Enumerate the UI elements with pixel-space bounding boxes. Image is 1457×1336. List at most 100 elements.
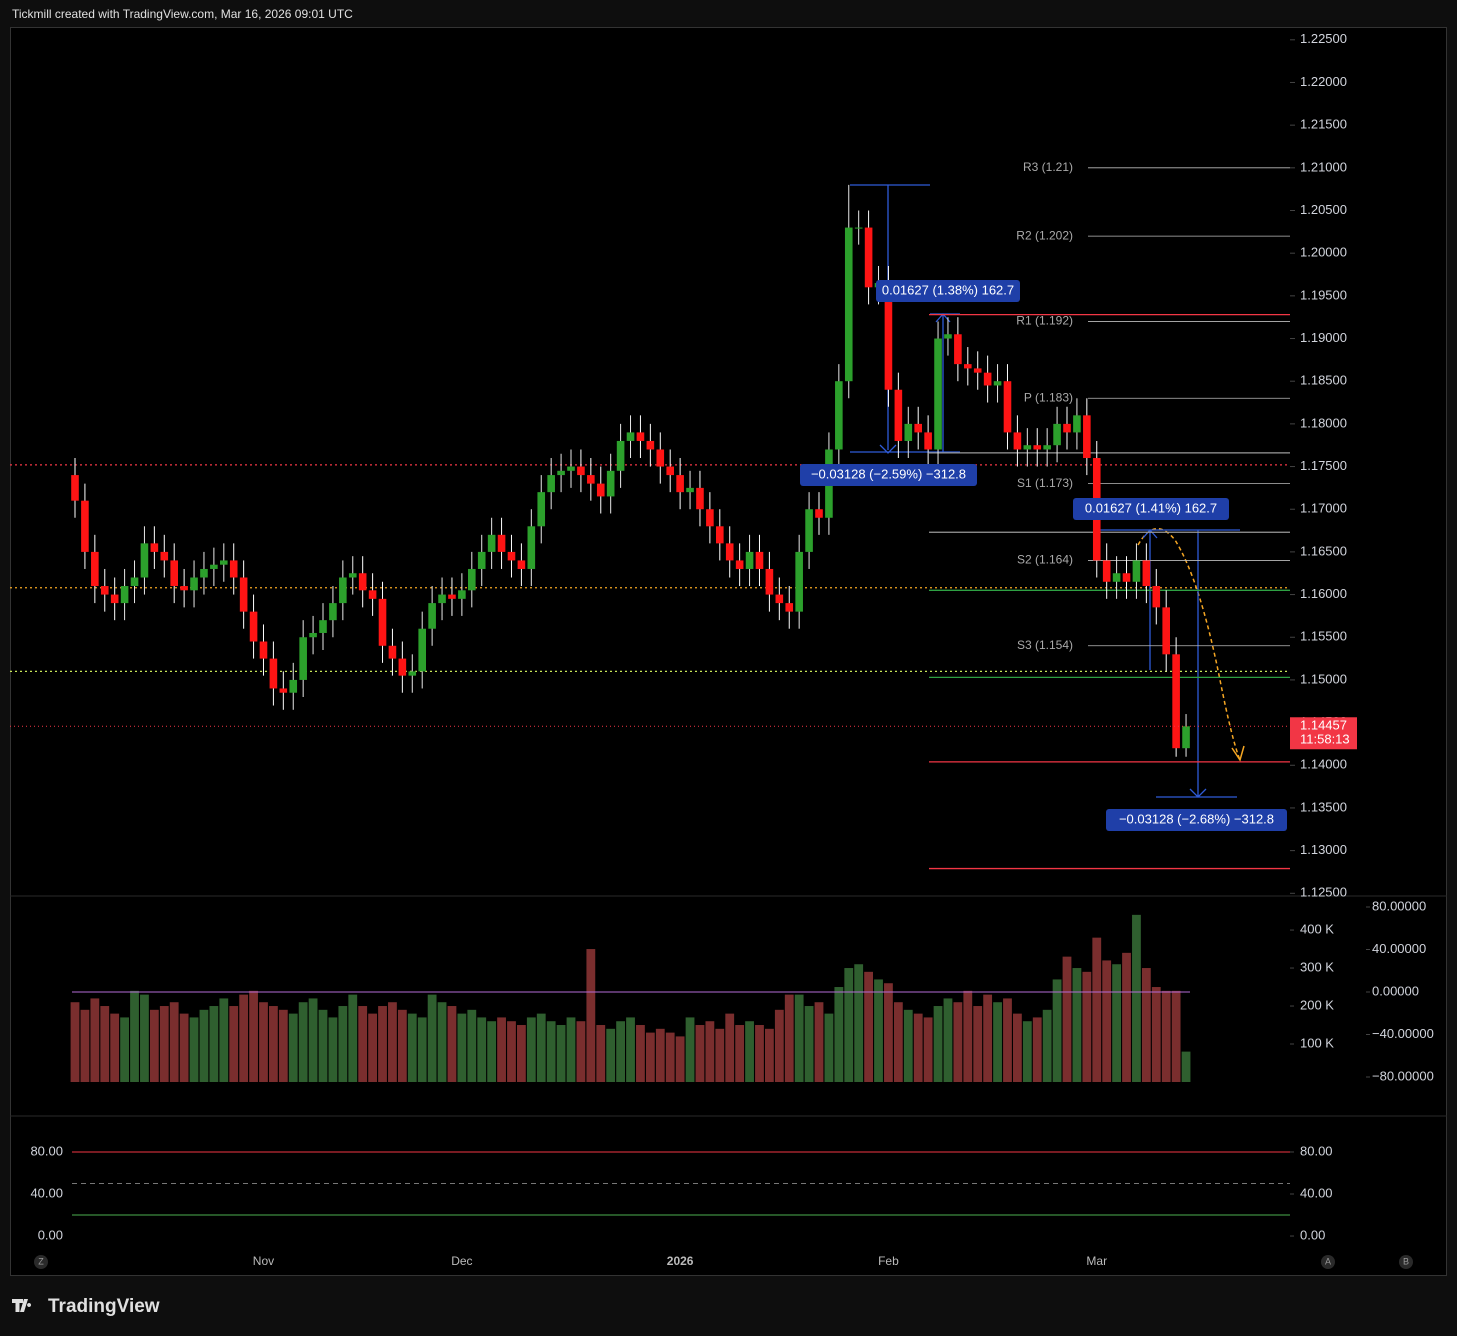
candle-body bbox=[507, 551, 516, 561]
candle-body bbox=[289, 679, 298, 693]
volume-bar bbox=[536, 1013, 546, 1082]
volume-bar bbox=[655, 1028, 665, 1082]
last-price-badge bbox=[1290, 717, 1357, 750]
volume-bar bbox=[348, 994, 358, 1082]
volume-bar bbox=[120, 1017, 129, 1082]
volume-bar bbox=[864, 971, 873, 1082]
volume-bar bbox=[278, 1009, 288, 1082]
y-tick-label: 1.18000 bbox=[1300, 415, 1347, 430]
candle-body bbox=[1112, 573, 1121, 582]
candle-body bbox=[1073, 415, 1081, 433]
y-tick-label: 1.13000 bbox=[1300, 842, 1347, 857]
volume-bar bbox=[189, 1017, 199, 1082]
candle-body bbox=[210, 564, 218, 569]
y-tick-label: 1.20500 bbox=[1300, 202, 1347, 217]
candle-body bbox=[279, 688, 288, 693]
button-label[interactable]: Z bbox=[38, 1256, 44, 1266]
volume-bar bbox=[566, 1017, 576, 1082]
measure-shape bbox=[1156, 530, 1237, 798]
y-tick-label: 300 K bbox=[1300, 959, 1334, 974]
pivot-label: S1 (1.173) bbox=[1017, 476, 1073, 490]
volume-bar bbox=[1082, 971, 1092, 1082]
candle-body bbox=[150, 543, 159, 552]
candle-body bbox=[408, 671, 417, 676]
candle-body bbox=[835, 381, 843, 450]
candle-body bbox=[686, 487, 694, 493]
y2-tick-label: −80.00000 bbox=[1372, 1068, 1434, 1083]
volume-bar bbox=[1151, 987, 1161, 1082]
volume-bar bbox=[556, 1025, 566, 1082]
volume-bar bbox=[526, 1017, 536, 1082]
volume-bar bbox=[507, 1021, 516, 1082]
candle-body bbox=[666, 466, 674, 476]
volume-bar bbox=[149, 1009, 159, 1082]
volume-bar bbox=[1042, 1009, 1052, 1082]
volume-bar bbox=[517, 1025, 526, 1082]
volume-bar bbox=[606, 1028, 616, 1082]
y-tick-label: 1.19000 bbox=[1300, 330, 1347, 345]
pivot-label: S2 (1.164) bbox=[1017, 553, 1073, 567]
y-tick-label: 100 K bbox=[1300, 1035, 1334, 1050]
candle-body bbox=[973, 368, 982, 373]
volume-bar bbox=[407, 1013, 417, 1082]
volume-bar bbox=[765, 1028, 774, 1082]
candle-body bbox=[378, 598, 387, 646]
measure-label: −0.03128 (−2.59%) −312.8 bbox=[811, 466, 966, 481]
volume-bar bbox=[774, 1009, 784, 1082]
volume-bar bbox=[923, 1017, 933, 1082]
volume-bar bbox=[675, 1036, 685, 1082]
volume-bar bbox=[834, 987, 844, 1082]
candle-body bbox=[319, 620, 327, 633]
volume-bar bbox=[288, 1013, 298, 1082]
pivot-label: P (1.183) bbox=[1024, 390, 1073, 404]
candle-body bbox=[200, 568, 208, 578]
measure-box bbox=[1106, 809, 1287, 831]
candle-body bbox=[110, 594, 119, 604]
volume-bar bbox=[179, 1013, 189, 1082]
candle-body bbox=[805, 509, 813, 552]
volume-bar bbox=[586, 949, 596, 1082]
volume-bar bbox=[705, 1021, 715, 1082]
candle-body bbox=[249, 611, 258, 642]
volume-bar bbox=[497, 1017, 506, 1082]
volume-bar bbox=[814, 1002, 824, 1082]
candle-body bbox=[706, 509, 714, 527]
volume-bar bbox=[983, 994, 993, 1082]
candle-body bbox=[1083, 415, 1091, 459]
volume-bar bbox=[1171, 990, 1181, 1082]
volume-bar bbox=[854, 964, 864, 1082]
y-tick-label: 1.19500 bbox=[1300, 287, 1347, 302]
candle-body bbox=[547, 475, 555, 493]
candle-body bbox=[220, 560, 228, 565]
volume-bar bbox=[388, 1002, 397, 1082]
y2-tick-label: 0.00000 bbox=[1372, 983, 1419, 998]
volume-bar bbox=[358, 1006, 368, 1082]
candle-body bbox=[716, 526, 724, 544]
candle-body bbox=[815, 509, 823, 518]
candle-body bbox=[418, 628, 426, 672]
candle-body bbox=[1063, 423, 1071, 433]
candle-body bbox=[1122, 573, 1131, 582]
candle-body bbox=[656, 449, 665, 467]
candle-body bbox=[1102, 560, 1111, 582]
volume-bar bbox=[616, 1021, 625, 1082]
volume-bar bbox=[1062, 956, 1072, 1082]
button-label[interactable]: A bbox=[1325, 1256, 1331, 1266]
candle-body bbox=[1053, 423, 1061, 446]
projection-arrowhead bbox=[1231, 745, 1245, 762]
volume-bar bbox=[318, 1009, 328, 1082]
header-title: Tickmill created with TradingView.com, M… bbox=[12, 7, 353, 21]
brand: TradingView bbox=[48, 1296, 160, 1317]
volume-bar bbox=[259, 1002, 268, 1082]
y2-tick-label: −40.00000 bbox=[1372, 1026, 1434, 1041]
button-label[interactable]: B bbox=[1403, 1256, 1409, 1266]
volume-bar bbox=[1161, 990, 1171, 1082]
volume-bar bbox=[298, 1002, 308, 1082]
y-tick-label: 1.15500 bbox=[1300, 629, 1347, 644]
measure-label: 0.01627 (1.41%) 162.7 bbox=[1085, 500, 1217, 515]
candle-body bbox=[1132, 560, 1141, 582]
candle-body bbox=[388, 645, 397, 659]
candle-body bbox=[368, 590, 377, 599]
